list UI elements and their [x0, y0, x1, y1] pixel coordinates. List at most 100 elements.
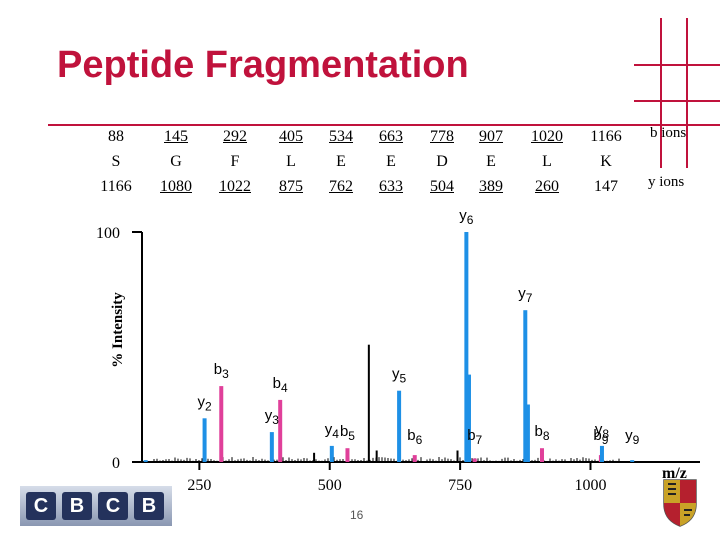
fragment-column: 534 E 762 [306, 124, 376, 199]
residue: E [486, 153, 496, 170]
residue: D [436, 153, 448, 170]
b-ion-mass: 534 [329, 128, 353, 145]
peak-label: y9 [625, 427, 640, 447]
fragment-column: 145 G 1080 [141, 124, 211, 199]
y-tick-label: 0 [112, 455, 120, 472]
y-tick-label: 100 [96, 225, 120, 242]
peak-label: y4 [325, 421, 340, 441]
b-ion-mass: 292 [223, 128, 247, 145]
residue: L [286, 153, 296, 170]
y-ion-mass: 504 [430, 178, 454, 195]
b-ion-peak [539, 448, 544, 462]
y-ion-peak [525, 404, 530, 462]
y-ion-peak [202, 418, 207, 462]
y-ion-peak [523, 310, 528, 462]
fragment-column: 292 F 1022 [200, 124, 270, 199]
y-ion-mass: 633 [379, 178, 403, 195]
fragment-column: 907 E 389 [456, 124, 526, 199]
peak-label: y8 [595, 421, 610, 441]
b-ion-mass: 405 [279, 128, 303, 145]
y-ion-mass: 1080 [160, 178, 192, 195]
residue: G [170, 153, 182, 170]
logo-letter: C [26, 492, 56, 520]
b-ions-label: b ions [650, 125, 687, 141]
x-axis-label: m/z [662, 465, 687, 482]
peak-label: b6 [407, 427, 422, 447]
peak-label: b9 [593, 427, 608, 447]
y-ion-mass: 1166 [100, 178, 132, 195]
y-ion-mass: 147 [594, 178, 618, 195]
fragment-column: 778 D 504 [407, 124, 477, 199]
y-ion-peak [329, 445, 334, 462]
logo-letter: C [98, 492, 128, 520]
b-ion-mass: 663 [379, 128, 403, 145]
peak-label: y6 [459, 207, 474, 227]
other-ion-peak [375, 450, 378, 462]
logo-letter: B [134, 492, 164, 520]
logo-letter: B [62, 492, 92, 520]
x-tick-label: 750 [448, 477, 472, 494]
y-ions-label: y ions [648, 174, 685, 190]
fragment-column: 1166 K 147 [571, 124, 641, 199]
b-ion-peak [412, 455, 417, 462]
fragment-column: 405 L 875 [256, 124, 326, 199]
y-ion-peak [143, 460, 148, 462]
residue: E [386, 153, 396, 170]
b-ion-mass: 145 [164, 128, 188, 145]
peak-label: y5 [392, 366, 407, 386]
y-ion-peak [397, 390, 402, 462]
peak-label: b3 [214, 361, 229, 381]
residue: K [600, 153, 612, 170]
y-ion-peak [630, 460, 635, 462]
b-ion-mass: 1020 [531, 128, 563, 145]
peak-label: b5 [340, 423, 355, 443]
b-ion-mass: 907 [479, 128, 503, 145]
deco-line [686, 18, 688, 168]
residue: F [230, 153, 240, 170]
page-title: Peptide Fragmentation [57, 44, 469, 86]
fragment-column: 88 S 1166 [81, 124, 151, 199]
y-ion-mass: 389 [479, 178, 503, 195]
page-number: 16 [350, 508, 364, 522]
y-axis-label: % Intensity [110, 292, 126, 368]
y-ion-mass: 875 [279, 178, 303, 195]
b-ion-peak [345, 448, 350, 462]
x-tick-label: 1000 [574, 477, 606, 494]
deco-line [660, 18, 662, 168]
b-ion-mass: 778 [430, 128, 454, 145]
x-tick-label: 500 [318, 477, 342, 494]
peak-label: y2 [197, 393, 212, 413]
y-ion-peak [599, 445, 604, 462]
peak-label: y7 [518, 285, 533, 305]
other-ion-peak [456, 450, 459, 462]
deco-line [634, 100, 720, 102]
y-ion-mass: 260 [535, 178, 559, 195]
b-ion-mass: 1166 [590, 128, 622, 145]
peak-label: b7 [467, 427, 482, 447]
other-ion-peak [367, 344, 370, 462]
b-ion-peak [278, 399, 283, 462]
fragment-column: 663 E 633 [356, 124, 426, 199]
peak-label: b8 [534, 423, 549, 443]
cbcb-logo: C B C B [20, 486, 172, 526]
x-tick-label: 250 [187, 477, 211, 494]
y-ion-mass: 762 [329, 178, 353, 195]
peak-label: b4 [273, 375, 288, 395]
deco-line [634, 64, 720, 66]
y-ion-peak [466, 374, 471, 462]
deco-line [48, 124, 720, 126]
residue: S [111, 153, 121, 170]
other-ion-peak [313, 452, 316, 462]
fragment-column: 1020 L 260 [512, 124, 582, 199]
b-ion-peak [219, 386, 224, 462]
y-ion-peak [269, 432, 274, 462]
residue: L [542, 153, 552, 170]
y-ion-mass: 1022 [219, 178, 251, 195]
residue: E [336, 153, 346, 170]
y-ion-peak [464, 232, 469, 462]
peak-label: y3 [265, 407, 280, 427]
university-crest-icon [663, 479, 697, 527]
b-ion-mass: 88 [108, 128, 124, 145]
b-ion-peak [472, 458, 477, 462]
